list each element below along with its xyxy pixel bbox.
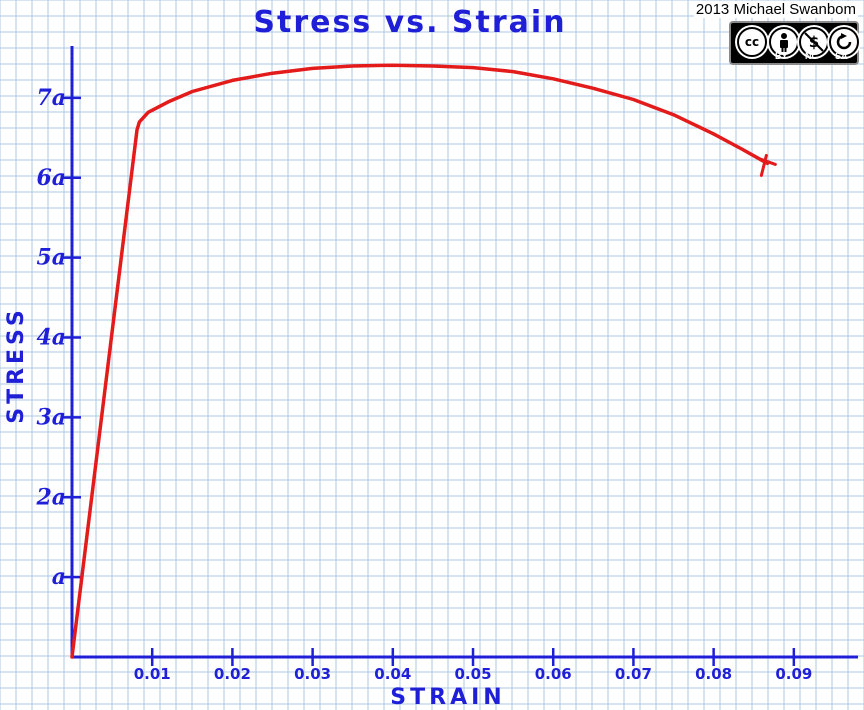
y-axis-label: STRESS bbox=[4, 306, 29, 424]
x-tick-label: 0.09 bbox=[775, 665, 812, 683]
x-tick-label: 0.05 bbox=[455, 665, 492, 683]
share-alike-icon bbox=[829, 27, 859, 57]
x-tick-label: 0.06 bbox=[535, 665, 572, 683]
chart-title: Stress vs. Strain bbox=[253, 5, 566, 40]
non-commercial-icon: $ bbox=[799, 27, 829, 57]
x-tick-label: 0.01 bbox=[134, 665, 171, 683]
series-layer bbox=[70, 63, 777, 659]
y-tick-label: 3a bbox=[36, 404, 66, 430]
y-tick-label: 2a bbox=[35, 484, 66, 510]
license-tag-by: BY bbox=[775, 51, 788, 61]
stress-strain-curve bbox=[70, 63, 770, 659]
axes bbox=[70, 46, 858, 659]
fracture-stroke bbox=[759, 153, 768, 177]
y-tick-label: 4a bbox=[36, 325, 66, 351]
credit-text: 2013 Michael Swanbom bbox=[693, 1, 858, 18]
y-tick-label: 5a bbox=[36, 245, 66, 271]
x-tick-label: 0.07 bbox=[615, 665, 652, 683]
x-tick-label: 0.02 bbox=[214, 665, 251, 683]
fracture-mark bbox=[759, 153, 777, 177]
x-tick-label: 0.04 bbox=[374, 665, 411, 683]
license-tag-nc: NC bbox=[805, 51, 818, 61]
attribution-person-icon bbox=[769, 27, 799, 57]
y-tick-label: 6a bbox=[36, 165, 66, 191]
y-tick-label: 7a bbox=[36, 85, 66, 111]
creative-commons-badge[interactable]: cc $ BY NC SA bbox=[729, 21, 859, 65]
y-tick-label: a bbox=[52, 564, 66, 590]
license-tag-sa: SA bbox=[835, 51, 848, 61]
x-axis-label: STRAIN bbox=[390, 685, 505, 710]
ticks: 0.01 0.02 0.03 0.04 0.05 0.06 0.07 0.08 0.09 a 2a 3… bbox=[35, 85, 812, 683]
x-tick-label: 0.08 bbox=[695, 665, 732, 683]
x-tick-label: 0.03 bbox=[294, 665, 331, 683]
cc-logo-icon: cc bbox=[737, 27, 767, 57]
